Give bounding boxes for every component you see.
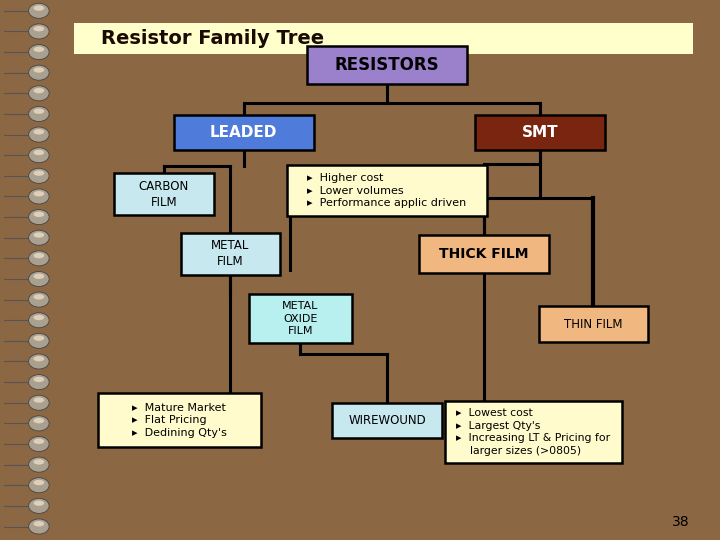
- Text: METAL
OXIDE
FILM: METAL OXIDE FILM: [282, 301, 319, 336]
- FancyBboxPatch shape: [332, 403, 442, 437]
- Text: ▸  Higher cost
▸  Lower volumes
▸  Performance applic driven: ▸ Higher cost ▸ Lower volumes ▸ Performa…: [307, 173, 467, 208]
- Ellipse shape: [33, 418, 44, 423]
- Ellipse shape: [33, 5, 44, 11]
- Text: WIREWOUND: WIREWOUND: [348, 414, 426, 427]
- Ellipse shape: [33, 459, 44, 464]
- Ellipse shape: [29, 127, 49, 142]
- Ellipse shape: [33, 171, 44, 176]
- FancyBboxPatch shape: [249, 294, 352, 343]
- FancyBboxPatch shape: [174, 114, 314, 150]
- Ellipse shape: [33, 191, 44, 197]
- FancyBboxPatch shape: [287, 165, 487, 216]
- Ellipse shape: [33, 356, 44, 361]
- Text: CARBON
FILM: CARBON FILM: [139, 180, 189, 209]
- FancyBboxPatch shape: [181, 233, 281, 275]
- FancyBboxPatch shape: [418, 235, 549, 273]
- Ellipse shape: [29, 210, 49, 225]
- FancyBboxPatch shape: [54, 0, 720, 19]
- Ellipse shape: [33, 480, 44, 485]
- Ellipse shape: [33, 109, 44, 114]
- Ellipse shape: [33, 46, 44, 52]
- Ellipse shape: [29, 457, 49, 472]
- Ellipse shape: [29, 436, 49, 451]
- Ellipse shape: [29, 106, 49, 122]
- Text: THICK FILM: THICK FILM: [438, 247, 528, 261]
- Ellipse shape: [33, 150, 44, 155]
- FancyBboxPatch shape: [98, 393, 261, 447]
- Ellipse shape: [33, 335, 44, 341]
- Text: THIN FILM: THIN FILM: [564, 318, 623, 330]
- Ellipse shape: [33, 212, 44, 217]
- Ellipse shape: [33, 397, 44, 403]
- Ellipse shape: [29, 333, 49, 348]
- Ellipse shape: [33, 315, 44, 320]
- Text: ▸  Lowest cost
▸  Largest Qty's
▸  Increasing LT & Pricing for
    larger sizes : ▸ Lowest cost ▸ Largest Qty's ▸ Increasi…: [456, 408, 611, 456]
- Ellipse shape: [29, 395, 49, 410]
- Ellipse shape: [29, 24, 49, 39]
- Ellipse shape: [29, 272, 49, 287]
- Ellipse shape: [29, 65, 49, 80]
- Ellipse shape: [29, 168, 49, 184]
- Ellipse shape: [29, 230, 49, 245]
- Text: LEADED: LEADED: [210, 125, 277, 140]
- Ellipse shape: [29, 44, 49, 59]
- Ellipse shape: [33, 521, 44, 526]
- Ellipse shape: [29, 3, 49, 18]
- Ellipse shape: [33, 68, 44, 73]
- Ellipse shape: [29, 189, 49, 204]
- Text: 38: 38: [672, 515, 690, 529]
- Ellipse shape: [33, 294, 44, 300]
- Ellipse shape: [29, 313, 49, 328]
- Ellipse shape: [29, 292, 49, 307]
- Ellipse shape: [33, 26, 44, 31]
- FancyBboxPatch shape: [307, 46, 467, 84]
- FancyBboxPatch shape: [475, 114, 605, 150]
- Ellipse shape: [33, 88, 44, 93]
- FancyBboxPatch shape: [539, 306, 649, 342]
- Ellipse shape: [29, 147, 49, 163]
- Ellipse shape: [29, 519, 49, 534]
- Text: SMT: SMT: [522, 125, 559, 140]
- FancyBboxPatch shape: [697, 19, 720, 540]
- Ellipse shape: [33, 438, 44, 444]
- Ellipse shape: [33, 501, 44, 506]
- Ellipse shape: [29, 498, 49, 514]
- FancyBboxPatch shape: [74, 23, 693, 54]
- Ellipse shape: [29, 86, 49, 101]
- FancyBboxPatch shape: [445, 401, 622, 463]
- Ellipse shape: [29, 416, 49, 431]
- Ellipse shape: [33, 129, 44, 134]
- Ellipse shape: [29, 251, 49, 266]
- Ellipse shape: [33, 274, 44, 279]
- Text: ▸  Mature Market
▸  Flat Pricing
▸  Dedining Qty's: ▸ Mature Market ▸ Flat Pricing ▸ Dedinin…: [132, 403, 227, 437]
- Ellipse shape: [33, 377, 44, 382]
- Text: METAL
FILM: METAL FILM: [211, 239, 250, 268]
- Ellipse shape: [33, 253, 44, 258]
- Text: Resistor Family Tree: Resistor Family Tree: [101, 29, 324, 48]
- Ellipse shape: [29, 375, 49, 390]
- Text: RESISTORS: RESISTORS: [335, 56, 439, 74]
- Ellipse shape: [33, 232, 44, 238]
- Ellipse shape: [29, 478, 49, 493]
- FancyBboxPatch shape: [114, 173, 214, 215]
- Ellipse shape: [29, 354, 49, 369]
